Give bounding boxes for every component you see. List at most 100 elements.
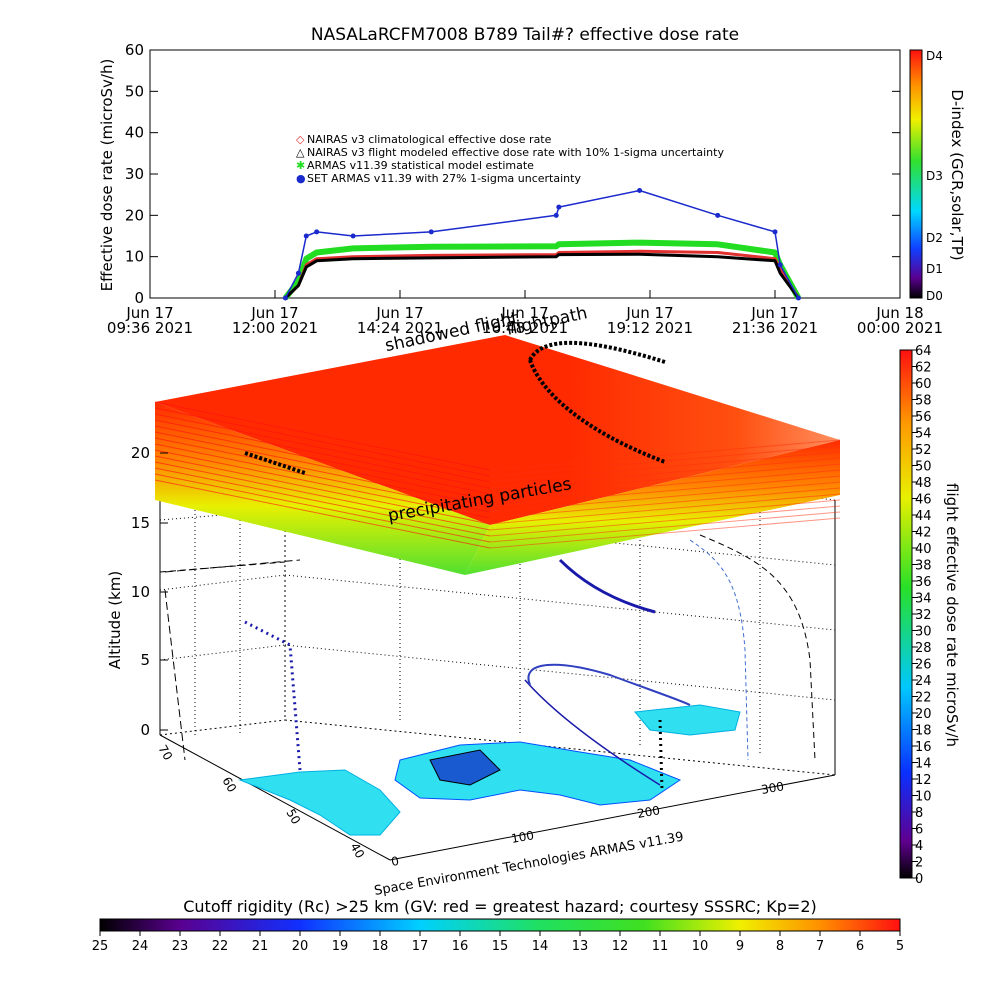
cutoff-tick-label: 23 [172, 939, 189, 954]
z-axis-label: Altitude (km) [106, 571, 124, 669]
wall-projection-right [699, 534, 816, 761]
cutoff-tick-label: 15 [492, 939, 509, 954]
lon-tick-label: 200 [636, 803, 661, 821]
dose-tick-label: 36 [915, 575, 932, 590]
dose-slab [154, 335, 841, 575]
slab-line [154, 461, 491, 531]
d-index-tick: D3 [926, 169, 943, 183]
dose-tick-label: 52 [915, 443, 932, 458]
series-point [777, 262, 783, 268]
cutoff-tick-label: 13 [572, 939, 589, 954]
cutoff-ticks: 25 24 23 22 21 20 19 18 17 16 15 14 13 12 11 10 9 8 7 6 5 [92, 931, 904, 954]
lat-tick-label: 40 [347, 841, 367, 861]
d-index-label: D-index (GCR,solar,TP) [948, 89, 966, 260]
dose-tick-label: 18 [915, 724, 932, 739]
slab-line [489, 511, 841, 543]
d-index-tick: D4 [926, 49, 943, 63]
series-point [556, 204, 562, 210]
series-point [428, 229, 434, 235]
dose-tick-label: 42 [915, 526, 932, 541]
cross-dash [164, 559, 301, 573]
dose-tick-label: 6 [915, 823, 923, 838]
cutoff-tick-label: 20 [292, 939, 309, 954]
dose-tick-label: 54 [915, 427, 932, 442]
slab-line [489, 487, 841, 519]
cutoff-tick-label: 9 [736, 939, 744, 954]
dose-tick-label: 28 [915, 641, 932, 656]
dose-tick-label: 58 [915, 394, 932, 409]
legend-label: NAIRAS v3 flight modeled effective dose … [307, 146, 724, 159]
mid-altitude-track [558, 558, 656, 614]
dose-tick-label: 60 [915, 377, 932, 392]
series-point [350, 233, 356, 239]
slab-line [489, 445, 841, 477]
slab-line [489, 469, 841, 501]
slab-line [154, 443, 491, 513]
x-tick-label-date: Jun 17 [250, 304, 298, 322]
y-axis-label: Effective dose rate (microSv/h) [98, 59, 116, 292]
slab-line [489, 439, 841, 471]
lon-tick-label: 100 [510, 828, 535, 846]
dose-tick-label: 16 [915, 740, 932, 755]
lon-tick-label: 300 [760, 779, 785, 797]
y-tick-label: 10 [125, 248, 144, 266]
legend-marker: ✱ [296, 159, 305, 172]
slab-line [489, 517, 841, 549]
cutoff-tick-label: 24 [132, 939, 149, 954]
dose-tick-label: 24 [915, 674, 932, 689]
x-tick-label-date: Jun 17 [125, 304, 173, 322]
dose-tick-label: 56 [915, 410, 932, 425]
dose-tick-label: 38 [915, 559, 932, 574]
dose-tick-label: 48 [915, 476, 932, 491]
y-tick-label: 40 [125, 124, 144, 142]
dose-colorbar-ticks: 6462605856545250484644424038363432302826… [912, 344, 932, 887]
slab-line [489, 463, 841, 495]
cutoff-tick-label: 14 [532, 939, 549, 954]
flightpath-left [244, 451, 306, 475]
cutoff-tick-label: 17 [412, 939, 429, 954]
y-tick-label: 30 [125, 165, 144, 183]
cutoff-tick-label: 11 [652, 939, 669, 954]
series-point [715, 212, 721, 218]
y-tick-label: 20 [125, 206, 144, 224]
slab-line [154, 449, 491, 519]
dose-tick-label: 10 [915, 790, 932, 805]
slab-line [154, 455, 491, 525]
x-tick-label-date: Jun 17 [375, 304, 423, 322]
d-index-tick: D2 [926, 231, 943, 245]
series-point [314, 229, 320, 235]
x-tick-label-date: Jun 18 [875, 304, 923, 322]
y-tick-label: 60 [125, 41, 144, 59]
flight-3d-view: flightpath shadowed flight precipitating… [106, 303, 961, 899]
dose-tick-label: 22 [915, 691, 932, 706]
z-tick-label: 10 [131, 583, 150, 601]
left-dash [164, 589, 186, 761]
slab-line [489, 505, 841, 537]
z-axis-ticks: 0 5 10 15 20 [131, 444, 168, 739]
dose-tick-label: 4 [915, 839, 923, 854]
slab-front-left [155, 402, 490, 575]
slab-line [154, 479, 491, 549]
dose-tick-label: 12 [915, 773, 932, 788]
dose-rate-chart: NASALaRCFM7008 B789 Tail#? effective dos… [98, 25, 966, 337]
x-tick-label-time: 14:24 2021 [357, 319, 443, 337]
slab-line [489, 499, 841, 531]
cutoff-tick-label: 18 [372, 939, 389, 954]
slab-line [154, 431, 491, 501]
dose-tick-label: 14 [915, 757, 932, 772]
left-drop [244, 620, 302, 771]
slab-line [154, 437, 491, 507]
flight-projections [164, 534, 816, 791]
cutoff-title: Cutoff rigidity (Rc) >25 km (GV: red = g… [183, 897, 817, 916]
cutoff-rigidity-bar: Cutoff rigidity (Rc) >25 km (GV: red = g… [92, 897, 904, 954]
slab-line [154, 413, 491, 483]
legend-label: SET ARMAS v11.39 with 27% 1-sigma uncert… [307, 172, 581, 185]
dose-tick-label: 50 [915, 460, 932, 475]
d-index-ticks: D4 D3 D2 D1 D0 [926, 49, 943, 303]
lat-tick-label: 60 [219, 775, 239, 795]
x-tick-label-time: 00:00 2021 [857, 319, 943, 337]
slab-line [154, 425, 491, 495]
ground-map [238, 704, 741, 836]
